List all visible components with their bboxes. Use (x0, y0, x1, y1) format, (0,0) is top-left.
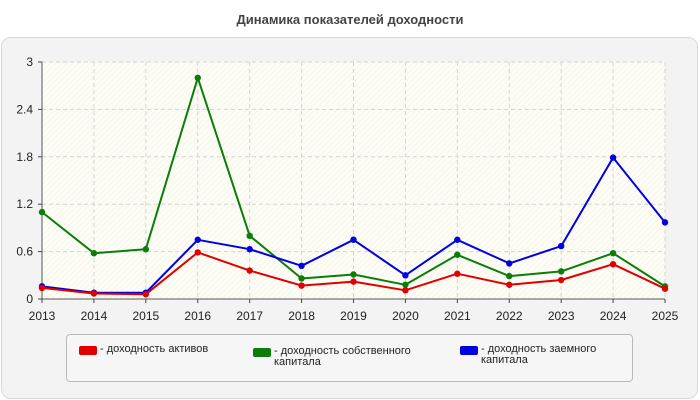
data-point-equity (246, 232, 253, 239)
chart-legend: - доходность активов - доходность собств… (66, 334, 633, 382)
data-point-debt (661, 219, 669, 226)
grid-lines (42, 61, 666, 299)
data-point-equity (609, 249, 617, 257)
data-point-equity (506, 272, 513, 280)
data-point-equity (90, 249, 98, 257)
x-tick-label: 2020 (392, 309, 419, 323)
data-point-equity (142, 246, 150, 253)
data-point-assets (194, 249, 201, 256)
data-point-assets (246, 267, 253, 274)
x-tick-label: 2022 (496, 309, 523, 323)
legend-label-debt: - доходность заемного капитала (481, 343, 597, 366)
legend-label-assets: - доходность активов (100, 343, 209, 355)
data-point-equity (557, 268, 565, 275)
data-point-debt (298, 262, 305, 270)
x-tick-label: 2019 (340, 309, 367, 323)
y-tick-label: 0 (26, 292, 33, 306)
x-tick-label: 2018 (288, 309, 315, 323)
data-point-assets (350, 278, 357, 285)
data-point-assets (661, 285, 669, 292)
data-point-debt (557, 242, 565, 250)
data-point-assets (609, 261, 617, 268)
data-point-debt (246, 246, 253, 253)
data-point-equity (38, 208, 46, 216)
data-point-equity (454, 251, 461, 258)
data-point-assets (90, 290, 98, 297)
x-tick-label: 2014 (81, 309, 108, 323)
data-point-equity (402, 281, 409, 288)
data-point-debt (402, 272, 409, 279)
data-point-debt (454, 236, 461, 243)
series-group (38, 74, 669, 298)
legend-swatch-debt (460, 346, 478, 355)
legend-label-equity: - доходность собственного капитала (274, 345, 411, 368)
data-point-assets (402, 287, 409, 294)
x-tick-label: 2021 (444, 309, 471, 323)
y-tick-label: 0.6 (16, 245, 33, 259)
data-point-assets (298, 282, 305, 289)
legend-swatch-equity (253, 348, 271, 357)
axes (38, 61, 666, 303)
data-point-debt (350, 236, 357, 243)
x-tick-label: 2017 (236, 309, 263, 323)
x-tick-label: 2025 (652, 309, 679, 323)
data-point-assets (557, 276, 565, 284)
legend-swatch-assets (79, 346, 97, 355)
y-tick-label: 2.4 (16, 102, 33, 116)
data-point-debt (194, 236, 201, 243)
tick-labels: 0 0.6 1.2 1.8 2.4 3 2013 2014 2015 2016 2017 2018 20… (16, 55, 678, 323)
chart-title: Динамика показателей доходности (236, 12, 464, 27)
y-tick-label: 3 (26, 55, 33, 69)
data-point-assets (506, 281, 513, 288)
data-point-equity (194, 74, 201, 82)
data-point-assets (142, 291, 150, 298)
x-tick-label: 2015 (132, 309, 159, 323)
data-point-debt (609, 154, 617, 161)
y-tick-label: 1.2 (16, 197, 33, 211)
x-tick-label: 2013 (29, 309, 56, 323)
data-point-equity (298, 275, 305, 282)
x-tick-label: 2024 (600, 309, 627, 323)
data-point-assets (38, 284, 46, 292)
x-tick-label: 2023 (548, 309, 575, 323)
data-point-assets (454, 270, 461, 277)
x-tick-label: 2016 (184, 309, 211, 323)
data-point-debt (506, 260, 513, 267)
data-point-equity (350, 271, 357, 278)
y-tick-label: 1.8 (16, 150, 33, 164)
